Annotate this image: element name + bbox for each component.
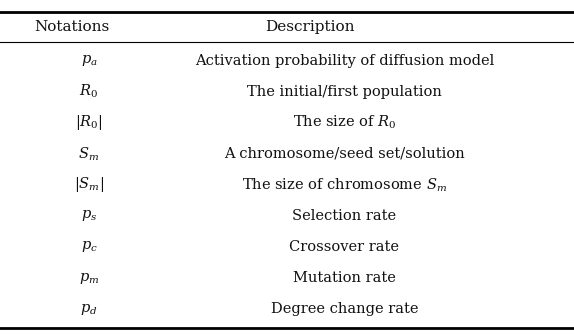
Text: $R_0$: $R_0$ [79, 83, 99, 101]
Text: $p_a$: $p_a$ [80, 53, 98, 68]
Text: Mutation rate: Mutation rate [293, 271, 396, 285]
Text: $|R_0|$: $|R_0|$ [75, 113, 103, 132]
Text: $p_m$: $p_m$ [79, 271, 99, 286]
Text: Description: Description [265, 20, 355, 34]
Text: The size of chromosome $S_m$: The size of chromosome $S_m$ [242, 176, 447, 194]
Text: Activation probability of diffusion model: Activation probability of diffusion mode… [195, 54, 494, 67]
Text: $p_s$: $p_s$ [81, 208, 97, 223]
Text: $|S_m|$: $|S_m|$ [74, 175, 104, 194]
Text: Selection rate: Selection rate [292, 209, 397, 223]
Text: Crossover rate: Crossover rate [289, 240, 400, 254]
Text: $p_c$: $p_c$ [80, 239, 98, 255]
Text: $S_m$: $S_m$ [79, 145, 99, 163]
Text: $p_d$: $p_d$ [80, 302, 98, 317]
Text: The initial/first population: The initial/first population [247, 85, 442, 99]
Text: The size of $R_0$: The size of $R_0$ [293, 114, 396, 132]
Text: A chromosome/seed set/solution: A chromosome/seed set/solution [224, 147, 465, 161]
Text: Degree change rate: Degree change rate [271, 302, 418, 316]
Text: Notations: Notations [34, 20, 110, 34]
